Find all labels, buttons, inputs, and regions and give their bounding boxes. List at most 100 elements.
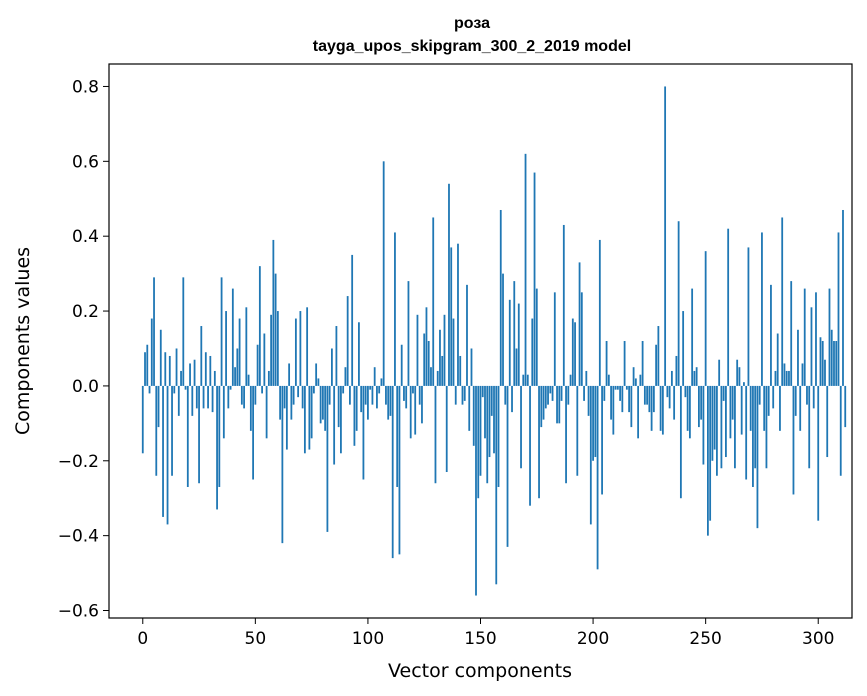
- bar: [752, 385, 754, 487]
- bar: [655, 344, 658, 386]
- bar: [346, 296, 349, 386]
- bar: [779, 385, 781, 431]
- bar: [177, 385, 180, 416]
- bar: [238, 318, 241, 386]
- bar: [639, 374, 642, 386]
- bar: [578, 262, 581, 386]
- bar: [267, 370, 270, 386]
- bar: [650, 385, 653, 431]
- bar: [281, 385, 284, 544]
- bar: [839, 385, 842, 476]
- bar: [529, 385, 531, 506]
- bar: [688, 385, 691, 439]
- bar: [716, 385, 718, 476]
- bar: [619, 385, 621, 401]
- bar: [211, 385, 214, 413]
- bar: [306, 307, 309, 386]
- bar: [772, 385, 775, 409]
- bar: [423, 333, 426, 386]
- bar: [292, 385, 295, 405]
- bar: [513, 281, 516, 386]
- bar: [351, 254, 354, 386]
- bar: [565, 385, 567, 484]
- bar: [218, 385, 221, 487]
- bar: [328, 385, 331, 405]
- bar: [544, 385, 547, 409]
- bar: [479, 385, 482, 476]
- bar: [517, 303, 520, 386]
- bar: [585, 370, 588, 386]
- bar: [454, 385, 457, 405]
- bar: [670, 370, 673, 386]
- bar: [299, 311, 302, 386]
- bar: [612, 385, 615, 435]
- bar: [294, 318, 297, 386]
- bar: [815, 292, 817, 386]
- bar: [254, 385, 257, 405]
- bar: [396, 385, 399, 487]
- bar: [725, 385, 727, 458]
- bar: [605, 341, 608, 386]
- bar: [632, 367, 635, 386]
- bar: [324, 385, 327, 431]
- bar: [812, 385, 815, 409]
- bar: [279, 385, 282, 420]
- bar: [743, 382, 745, 386]
- bar: [616, 385, 619, 390]
- bar: [819, 337, 822, 386]
- bar: [319, 385, 322, 424]
- bar: [731, 385, 734, 420]
- bar: [641, 341, 644, 386]
- bar: [713, 385, 716, 450]
- bar: [707, 385, 709, 536]
- bar: [461, 385, 464, 405]
- bar: [788, 370, 790, 386]
- bar: [202, 385, 205, 409]
- bar: [340, 385, 342, 454]
- bar: [245, 307, 248, 386]
- bar: [558, 385, 561, 424]
- bar: [576, 385, 579, 476]
- bar: [623, 341, 626, 386]
- bar: [358, 322, 360, 386]
- bar: [265, 385, 268, 439]
- bar: [488, 385, 491, 458]
- bar: [747, 247, 750, 386]
- bar: [652, 385, 655, 413]
- bar: [646, 385, 649, 405]
- bar: [637, 385, 640, 439]
- bar: [668, 385, 671, 409]
- bar: [567, 385, 570, 405]
- bar: [261, 385, 263, 394]
- bar: [783, 363, 786, 386]
- chart-subtitle: tayga_upos_skipgram_300_2_2019 model: [313, 38, 631, 55]
- bar: [481, 385, 484, 398]
- bar: [425, 307, 428, 386]
- bar: [256, 344, 259, 386]
- bar: [373, 367, 376, 386]
- bar: [801, 363, 804, 386]
- bar: [614, 385, 617, 390]
- bar: [371, 385, 374, 405]
- bar: [394, 232, 396, 386]
- bar: [414, 385, 417, 435]
- bar: [520, 385, 522, 469]
- bar: [526, 374, 529, 386]
- bar: [270, 314, 273, 386]
- bar: [229, 385, 232, 390]
- bar: [675, 355, 678, 386]
- bar: [776, 333, 779, 386]
- bar: [405, 385, 408, 409]
- bar: [412, 385, 414, 394]
- bar: [790, 281, 793, 386]
- bar: [445, 385, 448, 473]
- bar: [628, 385, 630, 413]
- bar: [524, 153, 527, 386]
- bar: [290, 385, 293, 420]
- bar: [698, 385, 700, 428]
- bar: [303, 385, 306, 454]
- x-tick-label: 0: [137, 629, 148, 649]
- bar: [146, 344, 149, 386]
- bar: [195, 385, 198, 409]
- bar: [661, 385, 664, 435]
